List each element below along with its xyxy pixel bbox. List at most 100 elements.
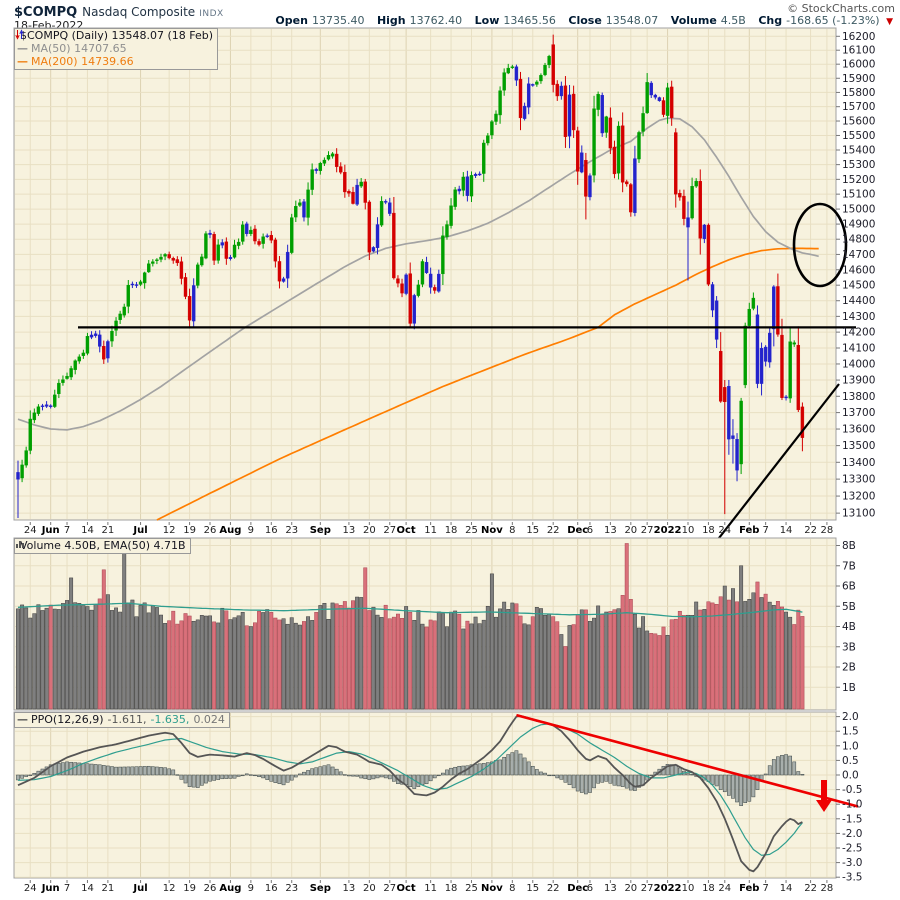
volume-bars-layer (16, 539, 805, 710)
svg-text:22: 22 (547, 883, 560, 894)
svg-text:16200: 16200 (842, 31, 875, 43)
svg-text:18: 18 (445, 525, 458, 536)
svg-text:18: 18 (445, 883, 458, 894)
svg-text:Sep: Sep (310, 525, 331, 536)
svg-text:19: 19 (183, 525, 196, 536)
svg-text:14800: 14800 (842, 234, 875, 246)
svg-text:13700: 13700 (842, 407, 875, 419)
svg-text:-3.0: -3.0 (842, 857, 863, 869)
svg-text:-1.0: -1.0 (842, 799, 863, 811)
svg-text:Jun: Jun (41, 525, 60, 536)
volume-label: Volume (670, 14, 717, 27)
chart-subheader: 18-Feb-2022 Open 13735.40 High 13762.40 Lo… (14, 14, 893, 32)
svg-text:15700: 15700 (842, 101, 875, 113)
svg-text:21: 21 (102, 525, 115, 536)
svg-text:24: 24 (24, 883, 37, 894)
ma200-legend: — MA(200) 14739.66 (17, 55, 213, 68)
open-label: Open (275, 14, 308, 27)
chart-header: $COMPQ Nasdaq Composite INDX © StockCharts… (14, 1, 895, 20)
ppo-legend: — PPO(12,26,9) -1.611, -1.635, 0.024 (14, 712, 230, 728)
svg-text:10: 10 (682, 525, 695, 536)
price-legend-text: $COMPQ (Daily) 13548.07 (18 Feb) (20, 29, 214, 42)
svg-text:14900: 14900 (842, 219, 875, 231)
svg-text:Aug: Aug (219, 883, 241, 894)
high-value: 13762.40 (409, 14, 463, 27)
svg-text:8: 8 (509, 525, 515, 536)
svg-text:14100: 14100 (842, 342, 875, 354)
ppo-downtrend-line (516, 713, 859, 808)
svg-text:1.5: 1.5 (842, 726, 859, 738)
svg-text:9: 9 (248, 883, 254, 894)
svg-text:13300: 13300 (842, 474, 875, 486)
rising-trendline (711, 383, 840, 548)
svg-text:15200: 15200 (842, 174, 875, 186)
svg-text:25: 25 (465, 525, 478, 536)
symbol-name: Nasdaq Composite (82, 5, 196, 19)
symbol: $COMPQ (14, 5, 78, 20)
symbol-type-tag: INDX (199, 9, 224, 19)
ma200-legend-text: MA(200) 14739.66 (31, 55, 134, 68)
candles-layer (16, 34, 805, 518)
ppo-legend-name: PPO(12,26,9) (31, 713, 104, 726)
svg-text:9: 9 (248, 525, 254, 536)
price-legend: $COMPQ (Daily) 13548.07 (18 Feb) — MA(50)… (14, 28, 219, 70)
svg-text:24: 24 (718, 883, 731, 894)
chg-label: Chg (758, 14, 783, 27)
ppo-signal-value: -1.635, (150, 713, 190, 726)
svg-text:13: 13 (343, 525, 356, 536)
svg-text:13100: 13100 (842, 508, 875, 520)
low-value: 13465.56 (503, 14, 556, 27)
svg-text:-2.0: -2.0 (842, 828, 863, 840)
volume-legend: Volume 4.50B, EMA(50) 4.71B (14, 538, 191, 554)
svg-text:14000: 14000 (842, 358, 875, 370)
svg-text:18: 18 (702, 525, 715, 536)
svg-text:Dec: Dec (567, 883, 588, 894)
high-label: High (376, 14, 406, 27)
svg-text:8: 8 (509, 883, 515, 894)
svg-text:16: 16 (265, 525, 278, 536)
red-down-arrow-icon (816, 780, 832, 812)
price-legend-line: $COMPQ (Daily) 13548.07 (18 Feb) (15, 29, 214, 42)
ppo-histogram-layer (16, 750, 805, 806)
svg-text:0.0: 0.0 (842, 770, 859, 782)
svg-text:2022: 2022 (654, 883, 682, 894)
volume-value: 4.5B (720, 14, 746, 27)
svg-text:3B: 3B (842, 641, 856, 653)
svg-text:13: 13 (604, 883, 617, 894)
svg-text:20: 20 (624, 883, 637, 894)
svg-text:2.0: 2.0 (842, 711, 859, 723)
svg-text:15300: 15300 (842, 159, 875, 171)
svg-text:-3.5: -3.5 (842, 872, 863, 884)
svg-text:22: 22 (804, 525, 817, 536)
svg-text:24: 24 (24, 525, 37, 536)
svg-text:22: 22 (547, 525, 560, 536)
chg-value: -168.65 (-1.23%) (786, 14, 880, 27)
svg-text:24: 24 (718, 525, 731, 536)
svg-text:12: 12 (163, 883, 176, 894)
svg-text:7: 7 (64, 525, 70, 536)
x-axis-labels-upper: 24 Jun 7 14 21 Jul 12 19 26 Aug 9 16 23 Sep 13 20 27 Oct 1… (24, 522, 833, 536)
svg-text:0.5: 0.5 (842, 755, 859, 767)
svg-text:14: 14 (81, 525, 94, 536)
svg-text:13: 13 (343, 883, 356, 894)
ppo-value: -1.611, (107, 713, 147, 726)
svg-text:-1.5: -1.5 (842, 813, 863, 825)
ppo-y-axis: 2.0 1.5 1.0 0.5 0.0 -0.5 -1.0 -1.5 -2.0 -2.5 -3.0 -… (836, 711, 863, 884)
change-down-triangle-icon: ▼ (886, 17, 893, 27)
svg-text:27: 27 (383, 525, 396, 536)
svg-text:15100: 15100 (842, 189, 875, 201)
svg-text:Aug: Aug (219, 525, 241, 536)
svg-text:13600: 13600 (842, 424, 875, 436)
volume-legend-text: Volume 4.50B, EMA(50) 4.71B (20, 539, 186, 552)
close-label: Close (568, 14, 602, 27)
svg-text:21: 21 (102, 883, 115, 894)
ma50-legend: — MA(50) 14707.65 (17, 42, 213, 55)
svg-text:4B: 4B (842, 621, 856, 633)
svg-text:20: 20 (363, 883, 376, 894)
svg-text:14: 14 (81, 883, 94, 894)
svg-text:27: 27 (383, 883, 396, 894)
svg-text:26: 26 (204, 883, 217, 894)
svg-text:14200: 14200 (842, 327, 875, 339)
svg-text:26: 26 (204, 525, 217, 536)
